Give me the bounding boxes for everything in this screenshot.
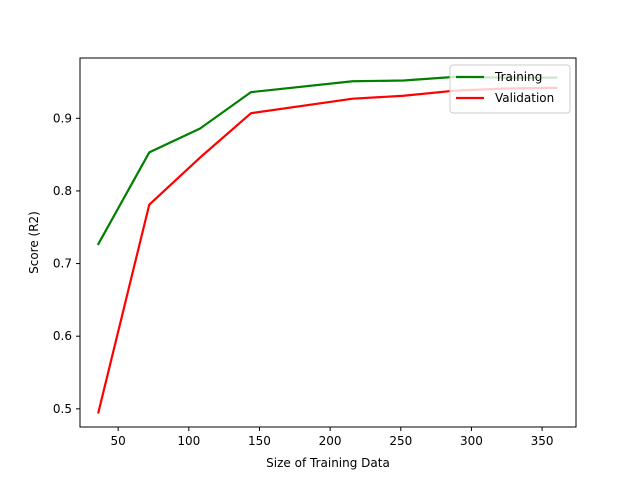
plot-frame <box>79 57 577 428</box>
x-tick-label: 300 <box>460 434 483 448</box>
y-tick-label: 0.7 <box>53 257 72 271</box>
x-axis: 50 100 150 200 250 300 350 <box>111 427 554 448</box>
y-axis-label: Score (R2) <box>27 211 41 274</box>
x-tick-label: 100 <box>177 434 200 448</box>
x-axis-label: Size of Training Data <box>266 456 390 470</box>
y-axis: 0.5 0.6 0.7 0.8 0.9 <box>53 111 80 416</box>
x-tick-label: 50 <box>111 434 126 448</box>
x-tick-label: 200 <box>319 434 342 448</box>
y-tick-label: 0.9 <box>53 111 72 125</box>
legend-label-validation: Validation <box>495 91 554 105</box>
x-tick-label: 150 <box>248 434 271 448</box>
y-tick-label: 0.6 <box>53 329 72 343</box>
x-tick-label: 250 <box>389 434 412 448</box>
legend-label-training: Training <box>494 70 542 84</box>
legend: Training Validation <box>449 64 571 114</box>
y-tick-label: 0.5 <box>53 402 72 416</box>
y-tick-label: 0.8 <box>53 184 72 198</box>
x-tick-label: 350 <box>531 434 554 448</box>
